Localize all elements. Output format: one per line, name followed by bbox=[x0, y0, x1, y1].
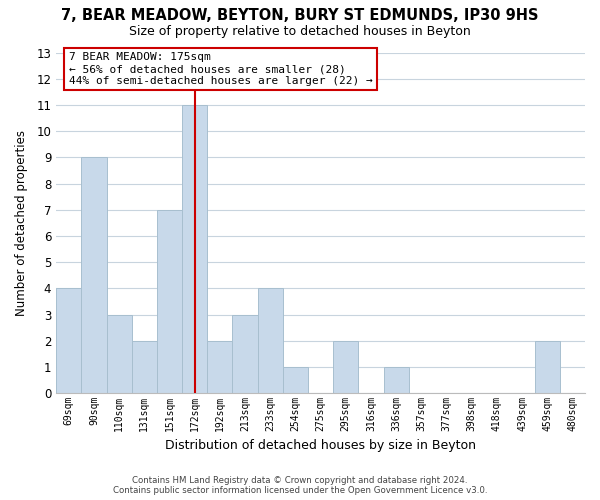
Bar bbox=[257, 288, 283, 393]
Text: Contains public sector information licensed under the Open Government Licence v3: Contains public sector information licen… bbox=[113, 486, 487, 495]
Bar bbox=[232, 314, 257, 393]
Y-axis label: Number of detached properties: Number of detached properties bbox=[15, 130, 28, 316]
Bar bbox=[283, 367, 308, 393]
Text: 7, BEAR MEADOW, BEYTON, BURY ST EDMUNDS, IP30 9HS: 7, BEAR MEADOW, BEYTON, BURY ST EDMUNDS,… bbox=[61, 8, 539, 22]
Bar bbox=[333, 340, 358, 393]
Bar bbox=[82, 158, 107, 393]
Bar bbox=[107, 314, 132, 393]
Bar bbox=[157, 210, 182, 393]
Bar bbox=[207, 340, 232, 393]
Bar bbox=[535, 340, 560, 393]
Bar bbox=[182, 105, 207, 393]
Text: Size of property relative to detached houses in Beyton: Size of property relative to detached ho… bbox=[129, 25, 471, 38]
X-axis label: Distribution of detached houses by size in Beyton: Distribution of detached houses by size … bbox=[165, 440, 476, 452]
Bar bbox=[383, 367, 409, 393]
Text: Contains HM Land Registry data © Crown copyright and database right 2024.: Contains HM Land Registry data © Crown c… bbox=[132, 476, 468, 485]
Text: 7 BEAR MEADOW: 175sqm
← 56% of detached houses are smaller (28)
44% of semi-deta: 7 BEAR MEADOW: 175sqm ← 56% of detached … bbox=[69, 52, 373, 86]
Bar bbox=[56, 288, 82, 393]
Bar bbox=[132, 340, 157, 393]
